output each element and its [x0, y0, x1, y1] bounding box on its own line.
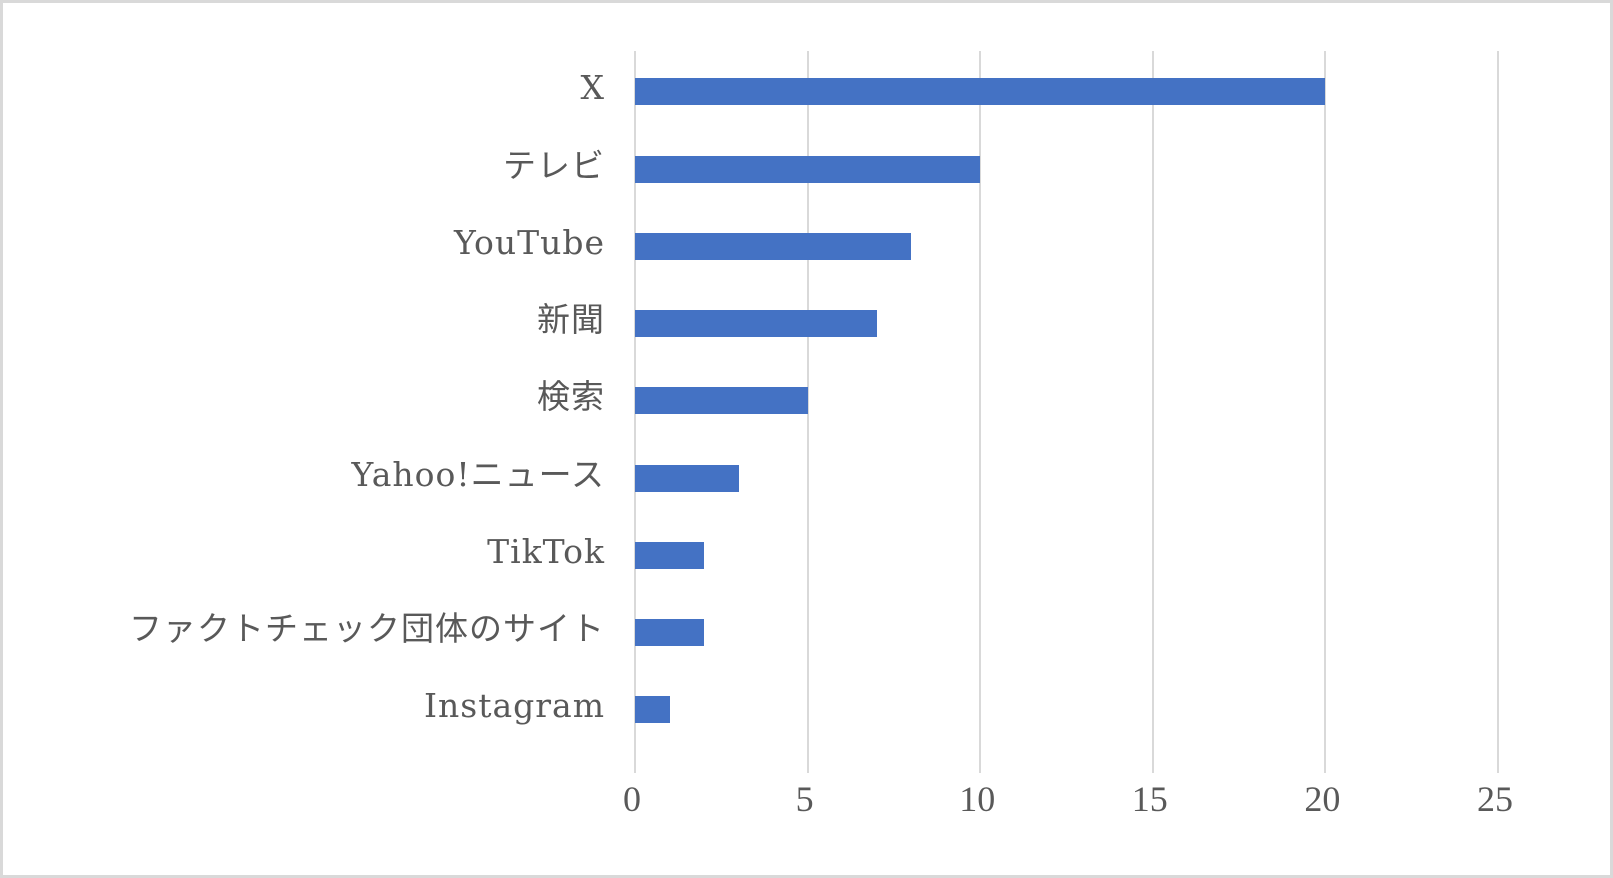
bar: [635, 310, 877, 337]
category-label: Yahoo!ニュース: [351, 455, 605, 494]
tick-label: 15: [1131, 779, 1168, 819]
plot-area: [634, 51, 1542, 773]
gridline: [979, 51, 982, 773]
bar: [635, 233, 912, 260]
tick-label: 20: [1304, 779, 1341, 819]
tick-label: 10: [959, 779, 996, 819]
bar: [635, 542, 705, 569]
tick-label: 25: [1477, 779, 1513, 819]
bar: [635, 696, 670, 723]
bar: [635, 387, 808, 414]
gridline: [1497, 51, 1499, 773]
category-label: ファクトチェック団体のサイト: [129, 609, 605, 648]
category-label: X: [580, 68, 605, 107]
category-label: TikTok: [487, 532, 605, 571]
bar: [635, 78, 1326, 105]
category-label: YouTube: [454, 223, 605, 262]
bar: [635, 619, 705, 646]
gridline: [806, 51, 809, 773]
bar: [635, 156, 981, 183]
tick-label: 5: [795, 779, 814, 819]
gridline: [1324, 51, 1327, 773]
category-label: 新聞: [537, 300, 605, 339]
bar: [635, 465, 739, 492]
gridline: [1151, 51, 1154, 773]
category-label: Instagram: [423, 686, 605, 725]
category-label: 検索: [537, 377, 605, 416]
tick-label: 0: [623, 779, 641, 819]
category-label: テレビ: [503, 146, 605, 185]
